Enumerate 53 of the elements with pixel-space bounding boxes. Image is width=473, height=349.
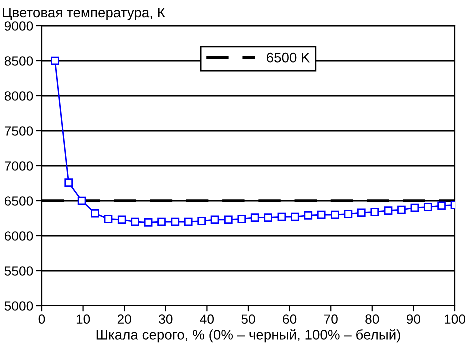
point (51, 56, 60, 66)
y-tick-label: 7000 (4, 162, 34, 171)
x-axis-title: Шкала серого, % (0% – черный, 100% – белый) (96, 329, 400, 343)
point (410, 204, 420, 212)
point (278, 212, 286, 222)
point (238, 215, 246, 224)
point (210, 216, 220, 224)
x-tick-label: 10 (76, 314, 90, 324)
point (131, 218, 140, 226)
point (91, 209, 100, 218)
point (250, 214, 260, 222)
point (344, 210, 353, 218)
point (104, 215, 113, 224)
y-tick-label: 6500 (4, 196, 34, 206)
point (64, 178, 74, 187)
point (317, 210, 326, 220)
y-tick-label: 5500 (4, 266, 34, 276)
x-tick-label: 90 (406, 314, 421, 324)
x-tick-label: 20 (118, 314, 132, 324)
x-tick-label: 0 (38, 314, 46, 324)
x-tick-label: 60 (283, 314, 297, 324)
point (118, 216, 126, 224)
point (304, 212, 313, 220)
y-tick-label: 9000 (4, 22, 34, 31)
x-tick-label: 80 (366, 314, 380, 324)
point (158, 218, 166, 226)
point (78, 196, 86, 206)
point (171, 218, 180, 226)
point (264, 214, 272, 222)
point (144, 218, 153, 227)
point (438, 202, 446, 210)
point (331, 210, 340, 220)
y-tick-label: 6000 (4, 232, 34, 241)
y-tick-label: 5000 (4, 302, 34, 311)
point (224, 216, 233, 224)
x-tick-label: 70 (324, 314, 338, 324)
y-tick-label: 7500 (4, 126, 34, 136)
point (184, 218, 193, 226)
point (370, 208, 380, 216)
point (291, 212, 300, 222)
x-tick-label: 40 (200, 314, 214, 324)
x-tick-label: 100 (445, 314, 466, 324)
x-tick-label: 30 (159, 314, 173, 324)
point (198, 217, 206, 226)
point (357, 208, 366, 218)
point (384, 206, 393, 215)
legend-label: 6500 K (267, 52, 310, 63)
point (398, 206, 406, 214)
y-tick-label: 8000 (4, 92, 34, 101)
x-tick-label: 50 (242, 314, 256, 324)
y-tick-label: 8500 (4, 56, 34, 66)
point (424, 203, 432, 212)
y-axis-title: Цветовая температура, К (3, 8, 166, 20)
